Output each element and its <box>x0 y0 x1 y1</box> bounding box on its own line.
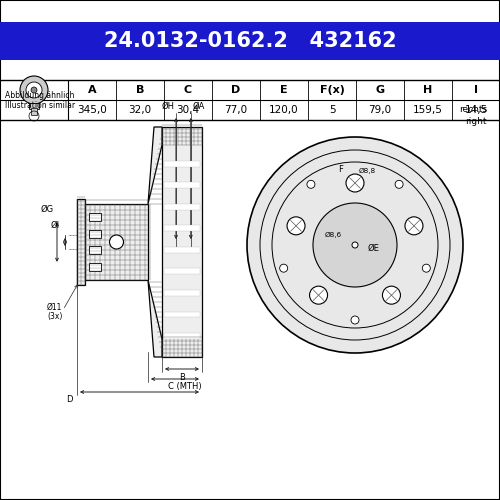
Bar <box>89 263 101 271</box>
Text: ØH: ØH <box>162 102 174 110</box>
Text: ØI: ØI <box>50 220 59 230</box>
Circle shape <box>26 82 42 98</box>
Bar <box>164 247 200 253</box>
Circle shape <box>313 203 397 287</box>
Bar <box>89 213 101 221</box>
Bar <box>0 22 500 60</box>
Text: 5: 5 <box>328 105 336 115</box>
Bar <box>0 80 500 120</box>
Text: rechts: rechts <box>459 106 487 114</box>
Text: 79,0: 79,0 <box>368 105 392 115</box>
Bar <box>164 160 200 166</box>
Polygon shape <box>148 280 162 357</box>
Bar <box>29 103 39 109</box>
Circle shape <box>247 137 463 353</box>
Circle shape <box>287 217 305 235</box>
Circle shape <box>280 264 287 272</box>
Bar <box>164 182 200 188</box>
Text: B: B <box>136 85 144 95</box>
Text: D: D <box>66 394 73 404</box>
Text: B: B <box>179 372 185 382</box>
Circle shape <box>310 286 328 304</box>
Text: F(x): F(x) <box>320 85 344 95</box>
Bar <box>164 204 200 210</box>
Text: 345,0: 345,0 <box>77 105 107 115</box>
Text: C: C <box>184 85 192 95</box>
Text: ØA: ØA <box>192 102 205 110</box>
Text: Abbildung ähnlich: Abbildung ähnlich <box>5 90 74 100</box>
Text: F: F <box>338 164 344 173</box>
Text: Ø8,8: Ø8,8 <box>358 168 376 174</box>
Text: Ø11: Ø11 <box>47 302 62 312</box>
Bar <box>31 108 37 115</box>
Text: 14,5: 14,5 <box>464 105 487 115</box>
Circle shape <box>346 174 364 192</box>
Text: ØG: ØG <box>40 204 54 214</box>
Bar <box>164 226 200 231</box>
Bar <box>85 204 148 280</box>
Text: 30,4: 30,4 <box>176 105 200 115</box>
Text: 159,5: 159,5 <box>413 105 443 115</box>
Circle shape <box>405 217 423 235</box>
Bar <box>30 115 480 370</box>
Text: 24.0132-0162.2   432162: 24.0132-0162.2 432162 <box>104 31 397 51</box>
Circle shape <box>31 87 37 93</box>
Text: G: G <box>376 85 384 95</box>
Text: 120,0: 120,0 <box>269 105 299 115</box>
Bar <box>89 246 101 254</box>
Text: 77,0: 77,0 <box>224 105 248 115</box>
Bar <box>164 268 200 274</box>
Bar <box>89 230 101 238</box>
Text: ØE: ØE <box>367 244 379 252</box>
Text: H: H <box>424 85 432 95</box>
Text: A: A <box>88 85 96 95</box>
Text: right: right <box>466 118 487 126</box>
Bar <box>77 199 85 285</box>
Bar <box>164 290 200 296</box>
Circle shape <box>422 264 430 272</box>
Text: C (MTH): C (MTH) <box>168 382 202 392</box>
Text: Illustration similar: Illustration similar <box>5 100 75 110</box>
Circle shape <box>20 76 48 104</box>
Text: I: I <box>474 85 478 95</box>
Text: ®: ® <box>372 248 382 258</box>
Polygon shape <box>148 127 162 204</box>
Circle shape <box>352 242 358 248</box>
Text: E: E <box>280 85 288 95</box>
Circle shape <box>307 180 315 188</box>
Circle shape <box>395 180 403 188</box>
Circle shape <box>110 235 124 249</box>
Bar <box>162 127 202 357</box>
Circle shape <box>351 316 359 324</box>
Text: D: D <box>232 85 240 95</box>
Circle shape <box>382 286 400 304</box>
Text: Ø8,6: Ø8,6 <box>324 232 342 238</box>
Text: 32,0: 32,0 <box>128 105 152 115</box>
Text: (3x): (3x) <box>47 312 62 322</box>
Bar <box>164 312 200 318</box>
Bar <box>164 333 200 339</box>
Text: Ate: Ate <box>318 244 382 276</box>
